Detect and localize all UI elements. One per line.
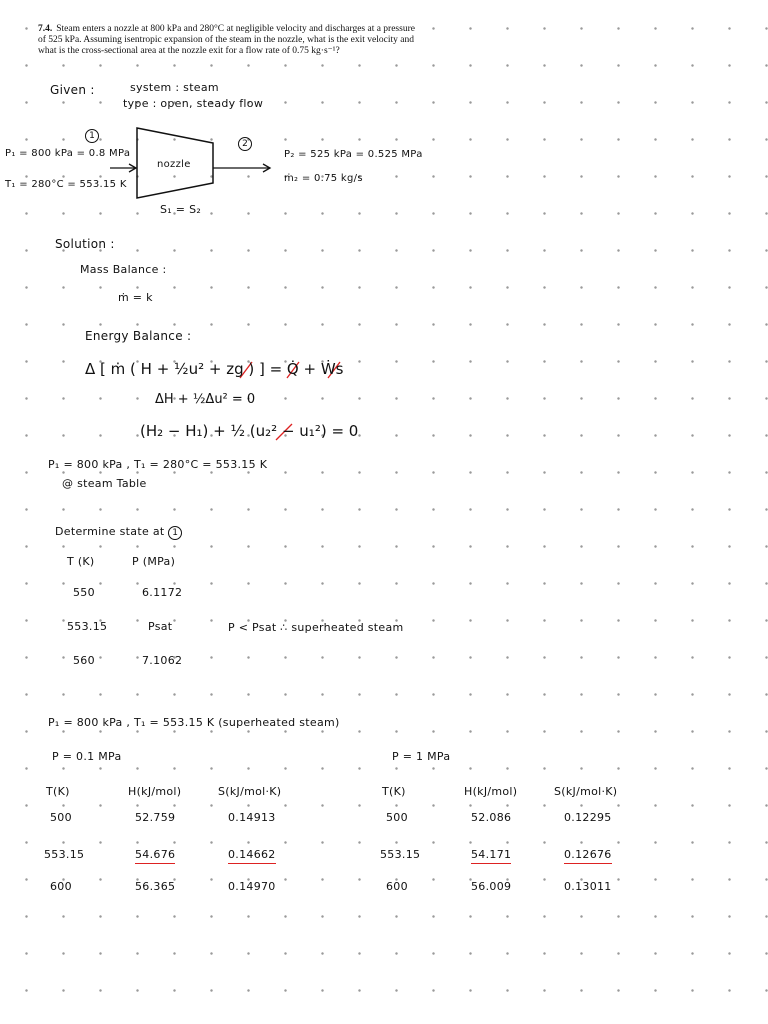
table-cell: 0.12295	[564, 811, 612, 824]
problem-number: 7.4.	[38, 24, 53, 34]
pressure-label: P = 0.1 MPa	[52, 750, 122, 763]
inlet-arrowhead	[128, 163, 138, 173]
table-header: S(kJ/mol·K)	[554, 785, 618, 798]
given-label: Given :	[50, 83, 95, 97]
energy-equation: Δ [ ṁ ( H + ½u² + zg ) ] = Q̇ + Ẇs	[85, 360, 344, 378]
isentropic: S₁ = S₂	[160, 203, 202, 216]
table-cell: 500	[50, 811, 72, 824]
table-cell: 553.15	[380, 848, 421, 861]
steam-table-note: @ steam Table	[62, 477, 147, 490]
table-cell: 0.14913	[228, 811, 276, 824]
table-cell: 7.1062	[142, 654, 183, 667]
nozzle-shape	[136, 127, 214, 199]
cell-wrap: 0.14662	[228, 848, 276, 864]
table-cell: 0.13011	[564, 880, 612, 893]
mass-balance: Mass Balance :	[80, 263, 167, 276]
table-cell: 600	[50, 880, 72, 893]
outlet-pressure: P₂ = 525 kPa = 0.525 MPa	[284, 149, 423, 160]
table-cell: 560	[73, 654, 95, 667]
table-cell: 600	[386, 880, 408, 893]
table-cell: 56.009	[471, 880, 512, 893]
energy-equation: (H₂ − H₁) + ½ (u₂² − u₁²) = 0	[140, 422, 359, 440]
problem-text: Steam enters a nozzle at 800 kPa and 280…	[38, 24, 415, 56]
table-cell: 553.15	[44, 848, 85, 861]
pressure-label: P = 1 MPa	[392, 750, 451, 763]
cell-wrap: 54.676	[135, 848, 176, 864]
state-marker: 1	[168, 526, 183, 540]
nozzle-label: nozzle	[157, 159, 191, 170]
table-header: P (MPa)	[132, 555, 176, 568]
determine-text: Determine state at	[55, 525, 165, 538]
table-header: H(kJ/mol)	[464, 785, 518, 798]
table-cell: 0.12676	[564, 848, 612, 864]
table-header: T (K)	[67, 555, 95, 568]
cell-wrap: 0.12676	[564, 848, 612, 864]
cancel-mark	[286, 361, 300, 379]
table-cell: 553.15	[67, 620, 108, 633]
mass-equation: ṁ = k	[118, 291, 153, 304]
table-header: T(K)	[46, 785, 70, 798]
table-cell: 56.365	[135, 880, 176, 893]
table-cell: 54.676	[135, 848, 176, 864]
given-system: system : steam	[130, 81, 219, 94]
cancel-mark	[327, 361, 341, 379]
cancel-mark	[275, 423, 293, 441]
outlet-arrowhead	[262, 163, 272, 173]
table-cell: 52.759	[135, 811, 176, 824]
table-cell: 52.086	[471, 811, 512, 824]
state-note: P < Psat ∴ superheated steam	[228, 621, 404, 634]
state-conditions: P₁ = 800 kPa , T₁ = 280°C = 553.15 K	[48, 458, 268, 471]
table-header: H(kJ/mol)	[128, 785, 182, 798]
table-cell: 550	[73, 586, 95, 599]
given-type: type : open, steady flow	[123, 97, 264, 110]
table-header: S(kJ/mol·K)	[218, 785, 282, 798]
table-cell: 0.14662	[228, 848, 276, 864]
superheated-conditions: P₁ = 800 kPa , T₁ = 553.15 K (superheate…	[48, 716, 340, 729]
flow-rate: ṁ₂ = 0.75 kg/s	[284, 173, 363, 184]
cancel-mark	[239, 361, 253, 379]
inlet-temperature: T₁ = 280°C = 553.15 K	[5, 179, 127, 190]
problem: 7.4. Steam enters a nozzle at 800 kPa and…	[38, 24, 418, 57]
state-marker: 2	[238, 137, 252, 151]
cell-wrap: 54.171	[471, 848, 512, 864]
table-header: T(K)	[382, 785, 406, 798]
table-cell: 6.1172	[142, 586, 183, 599]
table-cell: Psat	[148, 620, 173, 633]
energy-balance: Energy Balance :	[85, 329, 192, 343]
state-marker: 1	[85, 129, 99, 143]
table-cell: 500	[386, 811, 408, 824]
table-cell: 54.171	[471, 848, 512, 864]
solution-label: Solution :	[55, 237, 115, 251]
inlet-pressure: P₁ = 800 kPa = 0.8 MPa	[5, 148, 131, 159]
energy-equation: ΔH + ½Δu² = 0	[155, 392, 256, 407]
table-cell: 0.14970	[228, 880, 276, 893]
determine-label: Determine state at 1	[55, 525, 183, 540]
